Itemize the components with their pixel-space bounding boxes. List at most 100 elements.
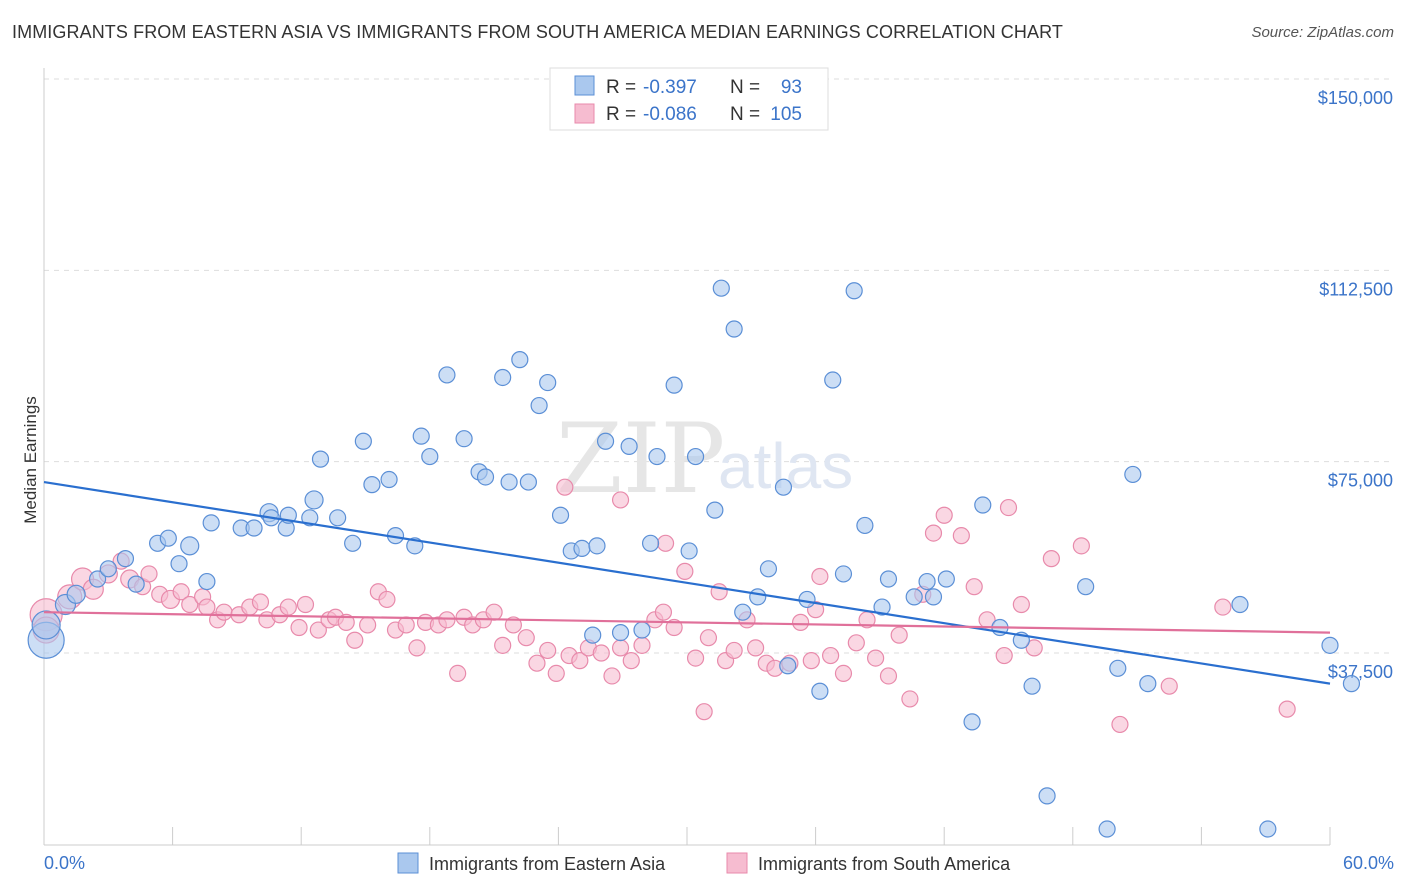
- point-eastern-asia-13: [202, 514, 220, 532]
- point-eastern-asia-61: [759, 560, 778, 578]
- point-eastern-asia-72: [905, 588, 923, 606]
- legend-background: [549, 67, 829, 131]
- point-south-america-45: [494, 636, 512, 654]
- point-south-america-95: [1111, 715, 1129, 734]
- point-south-america-36: [408, 639, 426, 657]
- point-eastern-asia-66: [824, 371, 842, 389]
- point-south-america-80: [867, 649, 885, 667]
- point-south-america-35: [397, 616, 415, 634]
- x-tick-min: 0.0%: [44, 853, 85, 873]
- point-eastern-asia-10: [170, 555, 188, 573]
- point-south-america-101: [656, 534, 675, 552]
- point-eastern-asia-70: [873, 598, 891, 616]
- x-tick-max: 60.0%: [1343, 853, 1394, 873]
- point-eastern-asia-71: [879, 570, 898, 588]
- point-south-america-31: [359, 616, 377, 634]
- legend-n-label-1: N =: [730, 77, 760, 98]
- point-eastern-asia-50: [633, 621, 651, 639]
- point-eastern-asia-45: [584, 626, 602, 644]
- point-eastern-asia-64: [798, 590, 816, 609]
- point-south-america-81: [879, 667, 898, 685]
- y-tick-labels: $37,500 $75,000 $112,500 $150,000: [1318, 88, 1393, 682]
- point-south-america-98: [1278, 700, 1296, 718]
- point-south-america-61: [665, 618, 683, 637]
- legend-swatch-eastern-asia: [574, 75, 595, 96]
- point-south-america-73: [791, 613, 810, 631]
- point-eastern-asia-4: [88, 570, 107, 588]
- point-eastern-asia-9: [159, 529, 177, 547]
- point-south-america-12: [172, 583, 190, 601]
- point-eastern-asia-35: [476, 468, 495, 486]
- point-south-america-90: [995, 646, 1013, 665]
- point-south-america-39: [438, 611, 456, 629]
- point-south-america-25: [296, 595, 315, 614]
- point-south-america-106: [695, 703, 713, 721]
- point-eastern-asia-59: [734, 603, 752, 621]
- point-south-america-26: [309, 621, 327, 639]
- point-south-america-46: [504, 616, 522, 634]
- point-eastern-asia-85: [1124, 465, 1142, 484]
- point-eastern-asia-55: [686, 447, 705, 466]
- legend-r-label-1: R =: [606, 77, 636, 98]
- point-south-america-17: [215, 603, 233, 621]
- y-axis-label: Median Earnings: [21, 396, 40, 524]
- legend-r-label-2: R =: [606, 104, 636, 125]
- point-eastern-asia-88: [1259, 820, 1277, 838]
- point-eastern-asia-49: [620, 437, 638, 455]
- bottom-legend-label-eastern-asia: Immigrants from Eastern Asia: [429, 854, 666, 874]
- legend-r-value-1: -0.397: [643, 77, 697, 98]
- point-eastern-asia-69: [856, 516, 874, 535]
- y-tick-label-0: $37,500: [1328, 662, 1393, 682]
- point-south-america-94: [1072, 537, 1090, 555]
- point-south-america-23: [279, 598, 297, 616]
- point-eastern-asia-23: [329, 509, 347, 527]
- point-south-america-93: [1042, 550, 1060, 568]
- chart-source: Source: ZipAtlas.com: [1251, 24, 1394, 41]
- point-eastern-asia-40: [530, 396, 548, 415]
- point-eastern-asia-53: [665, 376, 683, 394]
- point-south-america-13: [181, 595, 199, 614]
- point-eastern-asia-51: [641, 534, 660, 552]
- trend-lines: [43, 480, 1331, 685]
- point-south-america-97: [1214, 598, 1232, 616]
- point-south-america-44: [485, 603, 503, 621]
- point-south-america-52: [571, 652, 589, 670]
- point-eastern-asia-73: [918, 572, 936, 591]
- point-eastern-asia-90: [1342, 675, 1361, 693]
- point-eastern-asia-6: [116, 550, 135, 568]
- point-south-america-40: [449, 664, 467, 683]
- chart-title: IMMIGRANTS FROM EASTERN ASIA VS IMMIGRAN…: [12, 22, 1063, 42]
- legend-n-label-2: N =: [730, 104, 760, 125]
- point-eastern-asia-25: [354, 432, 372, 450]
- point-south-america-102: [999, 498, 1018, 517]
- point-eastern-asia-20: [301, 509, 319, 527]
- point-eastern-asia-24: [344, 534, 362, 552]
- point-eastern-asia-38: [511, 351, 529, 369]
- point-eastern-asia-27: [380, 470, 398, 489]
- point-eastern-asia-65: [811, 682, 829, 700]
- point-south-america-74: [802, 652, 820, 670]
- point-eastern-asia-1: [31, 610, 61, 640]
- point-eastern-asia-30: [412, 427, 430, 445]
- point-eastern-asia-62: [774, 478, 793, 496]
- point-eastern-asia-22: [311, 450, 330, 468]
- point-eastern-asia-75: [937, 570, 955, 588]
- point-eastern-asia-36: [494, 368, 512, 387]
- point-eastern-asia-68: [845, 282, 863, 300]
- point-eastern-asia-44: [573, 539, 591, 558]
- point-south-america-50: [547, 664, 565, 683]
- point-eastern-asia-81: [1038, 787, 1056, 805]
- trend-line-eastern-asia: [43, 480, 1331, 685]
- point-south-america-58: [633, 636, 651, 654]
- point-eastern-asia-3: [66, 584, 86, 604]
- point-south-america-20: [251, 593, 270, 611]
- y-tick-label-1: $75,000: [1328, 471, 1393, 491]
- legend-r-value-2: -0.086: [643, 104, 697, 125]
- point-eastern-asia-84: [1109, 659, 1127, 677]
- bottom-legend-swatch-south-america: [726, 852, 748, 874]
- point-south-america-29: [337, 613, 355, 631]
- point-eastern-asia-83: [1098, 820, 1116, 838]
- point-eastern-asia-5: [99, 560, 117, 578]
- point-eastern-asia-67: [834, 565, 853, 583]
- point-south-america-77: [834, 664, 853, 683]
